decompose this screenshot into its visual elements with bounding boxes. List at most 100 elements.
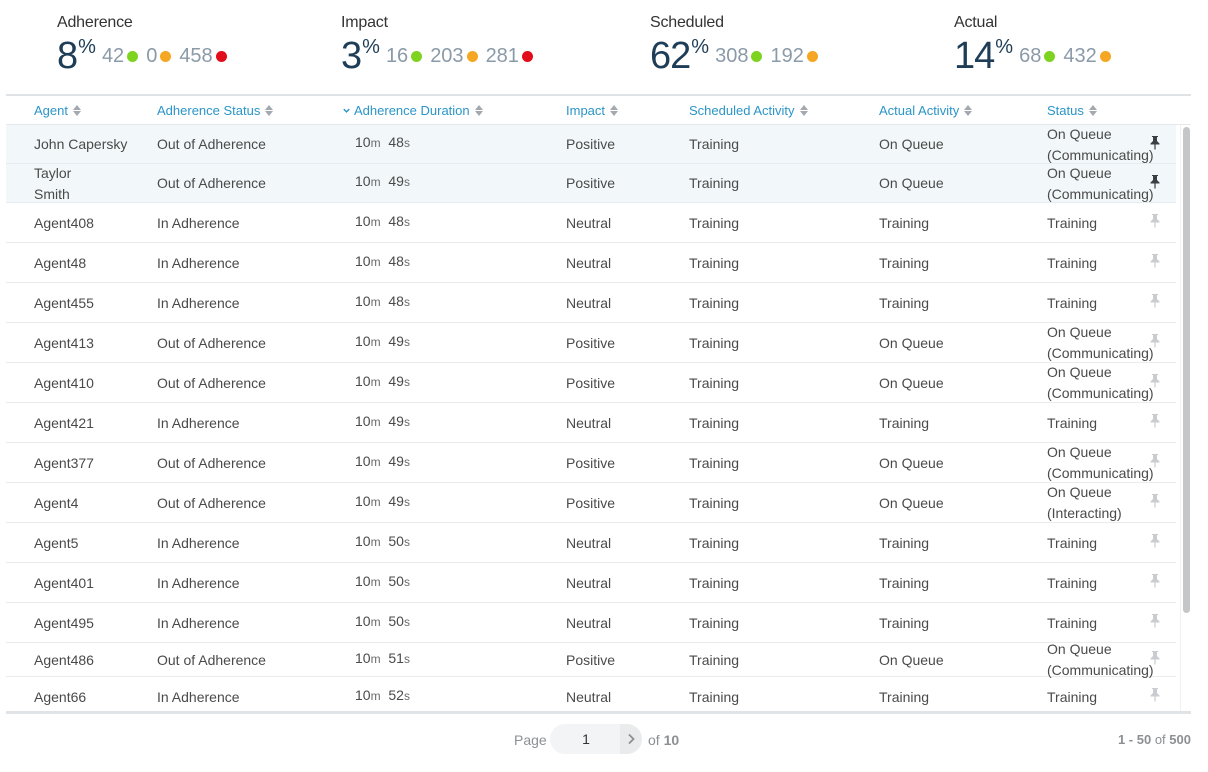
agent-name-line: John Capersky	[34, 136, 128, 152]
adherence-status: In Adherence	[157, 255, 240, 271]
range-of-label: of	[1154, 732, 1166, 747]
pin-icon[interactable]	[1149, 333, 1163, 349]
adherence-duration: 10m 49s	[355, 373, 410, 389]
column-header-label: Actual Activity	[879, 103, 960, 118]
minutes-unit: m	[370, 689, 381, 703]
scrollbar-thumb[interactable]	[1183, 127, 1190, 613]
agent-name: Agent408	[34, 213, 94, 234]
table-row[interactable]: Agent4 Out of Adherence 10m 49s Positive Tra…	[6, 483, 1176, 523]
scheduled-activity: Training	[689, 615, 740, 631]
pin-icon[interactable]	[1149, 613, 1163, 629]
scheduled-activity: Training	[689, 335, 740, 351]
minutes-unit: m	[370, 375, 381, 389]
table-row[interactable]: Agent455 In Adherence 10m 48s Neutral Traini…	[6, 283, 1176, 323]
pin-icon[interactable]	[1149, 174, 1163, 190]
vertical-scrollbar[interactable]	[1180, 125, 1191, 714]
minutes-unit: m	[370, 535, 381, 549]
red-dot-icon	[521, 50, 533, 62]
pin-icon[interactable]	[1149, 135, 1163, 151]
agent-name-line: Agent455	[34, 295, 94, 311]
table-row[interactable]: Agent377 Out of Adherence 10m 49s Positive T…	[6, 443, 1176, 483]
table-row[interactable]: Agent495 In Adherence 10m 50s Neutral Traini…	[6, 603, 1176, 643]
pin-icon[interactable]	[1149, 573, 1163, 589]
table-row[interactable]: Agent408 In Adherence 10m 48s Neutral Traini…	[6, 203, 1176, 243]
duration-minutes: 10	[355, 134, 371, 150]
duration-seconds: 48	[388, 293, 404, 309]
adherence-status: In Adherence	[157, 535, 240, 551]
adherence-duration: 10m 51s	[355, 650, 410, 666]
metric-percent-sign: %	[691, 36, 710, 58]
table-row[interactable]: John Capersky Out of Adherence 10m 48s Posi…	[6, 125, 1176, 164]
table-row[interactable]: Agent66 In Adherence 10m 52s Neutral Trainin…	[6, 677, 1176, 714]
actual-activity: Training	[879, 295, 930, 311]
table-row[interactable]: Agent48 In Adherence 10m 48s Neutral Trainin…	[6, 243, 1176, 283]
adherence-status: In Adherence	[157, 615, 240, 631]
pin-icon[interactable]	[1149, 293, 1163, 309]
duration-seconds: 50	[388, 573, 404, 589]
agent-name-line: Agent413	[34, 335, 94, 351]
agent-name: Agent413	[34, 333, 94, 354]
table-row[interactable]: Agent486 Out of Adherence 10m 51s Positive T…	[6, 641, 1176, 678]
seconds-unit: s	[403, 295, 410, 309]
table-row[interactable]: Agent410 Out of Adherence 10m 49s Positive T…	[6, 363, 1176, 403]
pin-icon[interactable]	[1149, 253, 1163, 269]
table-row[interactable]: Agent421 In Adherence 10m 49s Neutral Traini…	[6, 403, 1176, 443]
column-header-label: Adherence Status	[157, 103, 261, 118]
adherence-duration: 10m 48s	[355, 293, 410, 309]
metric-percent-sign: %	[78, 36, 96, 58]
minutes-unit: m	[370, 136, 381, 150]
metric-percent: 14	[954, 35, 995, 77]
agent-name-line: Agent495	[34, 615, 94, 631]
table-row[interactable]: Agent401 In Adherence 10m 50s Neutral Traini…	[6, 563, 1176, 603]
table-row[interactable]: Agent5 In Adherence 10m 50s Neutral Training…	[6, 523, 1176, 563]
impact: Neutral	[566, 615, 612, 631]
column-header-actual-activity[interactable]: Actual Activity	[879, 103, 973, 118]
adherence-status: Out of Adherence	[157, 652, 266, 668]
pin-icon[interactable]	[1149, 533, 1163, 549]
pin-icon[interactable]	[1149, 373, 1163, 389]
agent-name: Agent4	[34, 493, 78, 514]
agent-status-line: On Queue	[1047, 444, 1112, 460]
page-number-input[interactable]	[550, 724, 622, 754]
column-header-adherence-duration[interactable]: Adherence Duration	[342, 103, 483, 118]
agent-status-line: On Queue	[1047, 126, 1112, 142]
pin-icon[interactable]	[1149, 453, 1163, 469]
duration-seconds: 49	[388, 373, 404, 389]
metric-adherence: Adherence 8% 42 0 458	[57, 14, 235, 76]
red-dot-icon	[215, 50, 227, 62]
column-header-impact[interactable]: Impact	[566, 103, 619, 118]
column-header-scheduled-activity[interactable]: Scheduled Activity	[689, 103, 808, 118]
table-row[interactable]: Agent413 Out of Adherence 10m 49s Positive T…	[6, 323, 1176, 363]
impact: Positive	[566, 495, 616, 511]
agent-status: Training	[1047, 293, 1097, 314]
agent-status-line: Training	[1047, 575, 1098, 591]
agent-status-line: On Queue	[1047, 165, 1112, 181]
agent-name-line: Taylor	[34, 165, 72, 181]
adherence-duration: 10m 49s	[355, 333, 410, 349]
column-header-agent[interactable]: Agent	[34, 103, 81, 118]
scheduled-activity: Training	[689, 455, 740, 471]
agent-name: Agent410	[34, 373, 94, 394]
column-header-adherence-status[interactable]: Adherence Status	[157, 103, 274, 118]
table-row[interactable]: Taylor Smith Out of Adherence 10m 49s Positi…	[6, 164, 1176, 203]
scheduled-activity: Training	[689, 136, 740, 152]
item-range: 1 - 50 of 500	[1118, 732, 1191, 747]
next-page-button[interactable]	[620, 724, 642, 754]
agent-status-line: Training	[1047, 255, 1098, 271]
pin-icon[interactable]	[1149, 650, 1163, 666]
sort-icon	[964, 105, 973, 116]
pin-icon[interactable]	[1149, 413, 1163, 429]
pin-icon[interactable]	[1149, 687, 1163, 703]
pin-icon[interactable]	[1149, 213, 1163, 229]
duration-minutes: 10	[355, 373, 371, 389]
column-header-status[interactable]: Status	[1047, 103, 1097, 118]
duration-minutes: 10	[355, 650, 371, 666]
metric-scheduled: Scheduled 62% 308 192	[650, 14, 826, 76]
count-value: 16	[385, 45, 409, 67]
duration-minutes: 10	[355, 613, 371, 629]
metric-count-green: 42	[102, 36, 139, 76]
seconds-unit: s	[403, 175, 410, 189]
pin-icon[interactable]	[1149, 493, 1163, 509]
scheduled-activity: Training	[689, 495, 740, 511]
impact: Positive	[566, 136, 616, 152]
